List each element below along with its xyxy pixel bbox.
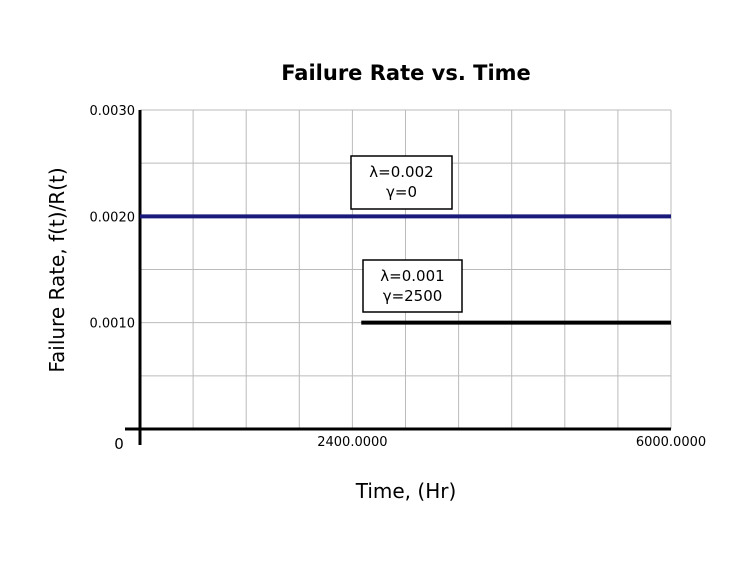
axes xyxy=(125,110,671,445)
chart-title: Failure Rate vs. Time xyxy=(281,61,531,85)
annotation-text: γ=0 xyxy=(386,183,417,201)
y-tick-label: 0.0030 xyxy=(90,104,136,119)
y-axis-label: Failure Rate, f(t)/R(t) xyxy=(45,167,69,372)
annotation-frame xyxy=(362,259,463,313)
annotation-text: λ=0.002 xyxy=(369,163,433,181)
annotation-text: γ=2500 xyxy=(383,287,443,305)
x-axis-label: Time, (Hr) xyxy=(355,479,457,503)
annotation-box-1: λ=0.002 γ=0 xyxy=(350,155,453,210)
annotation-box-2: λ=0.001 γ=2500 xyxy=(362,259,463,313)
annotation-frame xyxy=(350,155,453,210)
annotations: λ=0.002 γ=0 λ=0.001 γ=2500 xyxy=(350,155,463,313)
series-layer xyxy=(140,214,671,325)
tick-labels: 0.0010 0.0020 0.0030 0 2400.0000 6000.0000 xyxy=(90,104,707,453)
x-tick-label: 2400.0000 xyxy=(317,435,387,450)
y-tick-label: 0.0020 xyxy=(90,210,136,225)
annotation-text: λ=0.001 xyxy=(380,267,444,285)
x-tick-label: 6000.0000 xyxy=(636,435,706,450)
y-tick-label: 0.0010 xyxy=(90,317,136,332)
x-tick-label-origin: 0 xyxy=(114,435,124,453)
